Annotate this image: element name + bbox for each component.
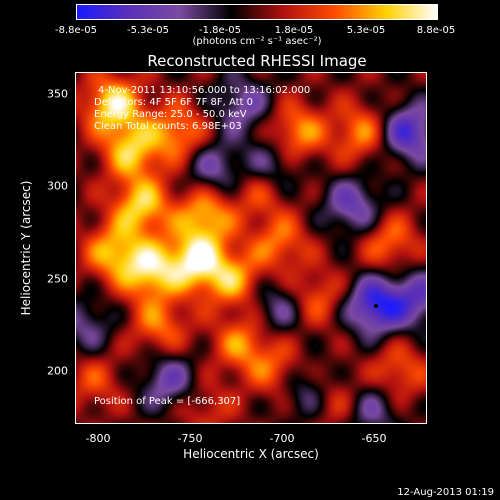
chart-title: Reconstructed RHESSI Image xyxy=(147,52,367,70)
colorbar-unit-label: (photons cm⁻² s⁻¹ asec⁻²) xyxy=(192,36,322,47)
x-tick-label: -750 xyxy=(177,432,203,445)
y-axis-label: Heliocentric Y (arcsec) xyxy=(19,180,33,316)
time-range-annotation: 4-Nov-2011 13:10:56.000 to 13:16:02.000 xyxy=(98,85,311,96)
x-tick-label: -700 xyxy=(269,432,295,445)
algorithm-counts-annotation: Clean Total counts: 6.98E+03 xyxy=(94,121,242,132)
energy-range-annotation: Energy Range: 25.0 - 50.0 keV xyxy=(94,109,247,120)
peak-position-label: Position of Peak = [-666,307] xyxy=(94,396,241,407)
y-tick-label: 300 xyxy=(47,179,68,193)
colorbar-tick: 8.8e-05 xyxy=(416,25,456,36)
x-axis-label: Heliocentric X (arcsec) xyxy=(183,447,319,461)
peak-marker xyxy=(374,304,379,309)
plot-area: 4-Nov-2011 13:10:56.000 to 13:16:02.000 … xyxy=(75,72,427,424)
x-tick-label: -650 xyxy=(361,432,387,445)
colorbar xyxy=(76,4,438,20)
colorbar-tick: 1.8e-05 xyxy=(274,25,314,36)
y-tick-label: 200 xyxy=(47,364,68,378)
x-tick-label: -800 xyxy=(85,432,111,445)
heatmap-image xyxy=(76,73,426,423)
colorbar-tick: -1.8e-05 xyxy=(199,25,241,36)
colorbar-tick: -5.3e-05 xyxy=(127,25,169,36)
footer-date: 12-Aug-2013 01:19 xyxy=(397,487,494,498)
colorbar-tick: -8.8e-05 xyxy=(55,25,97,36)
detectors-annotation: Detectors: 4F 5F 6F 7F 8F, Att 0 xyxy=(94,97,254,108)
y-tick-label: 350 xyxy=(47,87,68,101)
colorbar-tick: 5.3e-05 xyxy=(346,25,386,36)
y-tick-label: 250 xyxy=(47,272,68,286)
